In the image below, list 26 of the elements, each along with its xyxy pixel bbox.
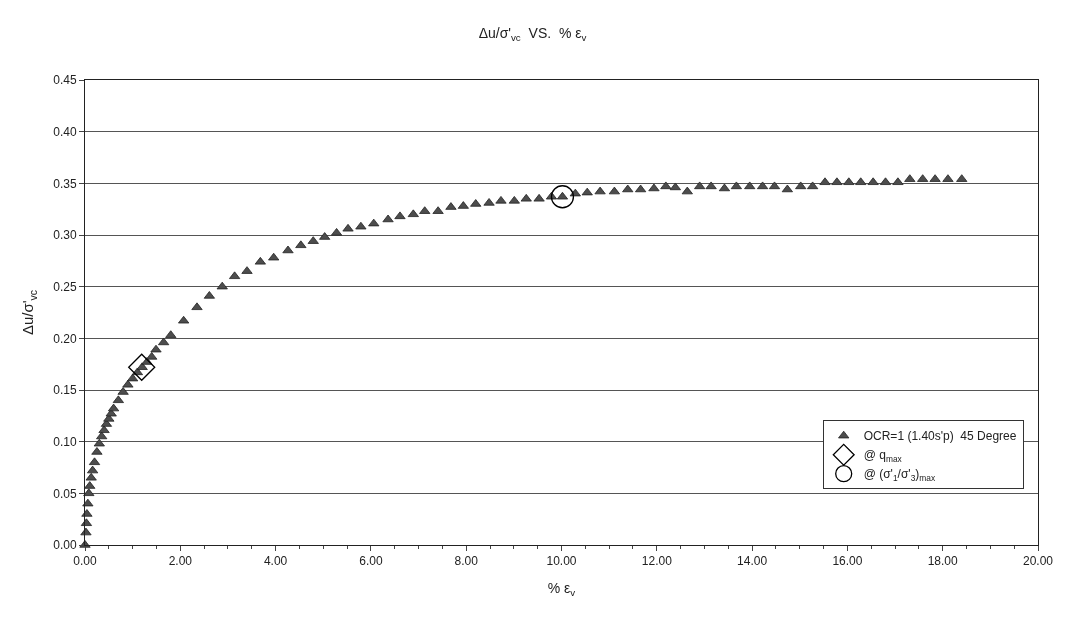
x-tick-label: 8.00 [454,554,479,569]
x-tick-label: 14.00 [737,554,768,569]
x-tick-label: 0.00 [73,554,97,569]
y-tick-label: 0.20 [53,331,77,346]
y-tick-label: 0.30 [53,228,77,243]
y-tick-label: 0.10 [53,434,77,449]
y-tick-label: 0.00 [53,538,77,553]
x-tick-label: 4.00 [263,554,288,569]
y-tick-label: 0.25 [53,279,77,294]
x-tick-label: 2.00 [168,554,193,569]
y-tick-label: 0.40 [53,124,77,139]
y-tick-label: 0.15 [53,383,77,398]
x-tick-label: 10.00 [546,554,577,569]
x-tick-label: 18.00 [927,554,959,569]
x-axis-title: % ε$_{v}$ [547,579,576,598]
x-tick-label: 20.00 [1022,554,1054,569]
legend-label: @ q$_{max}$ [863,448,903,464]
x-tick-label: 16.00 [832,554,863,569]
x-tick-label: 12.00 [641,554,673,569]
x-tick-label: 6.00 [359,554,383,569]
legend-label: OCR=1 (1.40s'p) 45 Degree [863,429,1017,444]
y-tick-label: 0.35 [53,176,77,191]
y-tick-label: 0.45 [53,73,77,88]
legend-label: @ (σ'$_{1}$/σ'$_{3}$)$_{max}$ [863,467,936,483]
y-tick-label: 0.05 [53,486,77,501]
chart-title: Δu/σ'$_{vc}$ VS. % ε$_{v}$ [478,25,587,44]
